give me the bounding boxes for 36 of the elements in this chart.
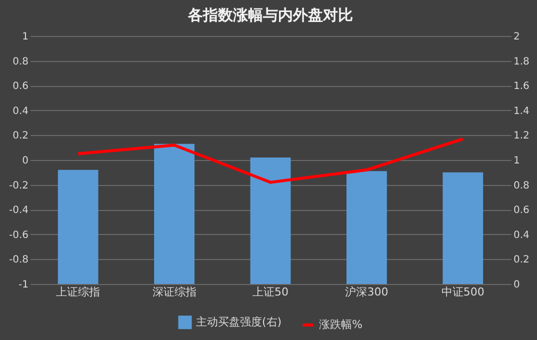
y-tick-label: -0.8 [8,254,28,266]
y-tick-label: -0.4 [8,205,28,216]
y-tick-label: -0.6 [8,230,28,241]
y2-tick-label: 0.2 [514,254,530,266]
y-tick-label: 0.2 [12,130,28,142]
x-tick-label: 深证综指 [152,286,196,298]
y-tick-label: 1 [22,32,28,42]
x-tick-label: 沪深300 [345,286,388,298]
chart-title: 各指数涨幅与内外盘对比 [187,6,353,24]
bar [442,172,484,284]
bar [58,170,98,284]
line-series [76,137,464,184]
y2-tick-label: 0.6 [514,205,530,216]
y-tick-label: 0 [22,156,28,166]
legend-label: 主动买盘强度(右) [196,315,282,328]
y2-tick-label: 1.6 [514,81,530,92]
y-tick-label: 0.4 [12,106,28,117]
bar [154,144,194,284]
y2-tick-label: 2 [514,32,520,42]
y-tick-label: 0.6 [12,81,28,92]
y-tick-label: -1 [18,280,28,290]
x-tick-label: 中证500 [441,286,484,298]
y2-tick-label: 1.4 [514,106,530,117]
bar [346,171,387,284]
legend-label: 涨跌幅% [319,318,362,331]
y2-tick-label: 0.8 [514,180,530,192]
y2-tick-label: 1.8 [514,56,530,68]
y2-tick-label: 1 [514,156,520,166]
y2-tick-label: 0 [514,280,520,290]
y-tick-label: 0.8 [12,56,28,68]
x-tick-label: 上证50 [252,286,288,298]
x-tick-label: 上证综指 [56,286,100,298]
bar [250,158,291,284]
y2-tick-label: 1.2 [514,130,530,142]
y2-tick-label: 0.4 [514,230,530,241]
y-tick-label: -0.2 [8,180,28,192]
